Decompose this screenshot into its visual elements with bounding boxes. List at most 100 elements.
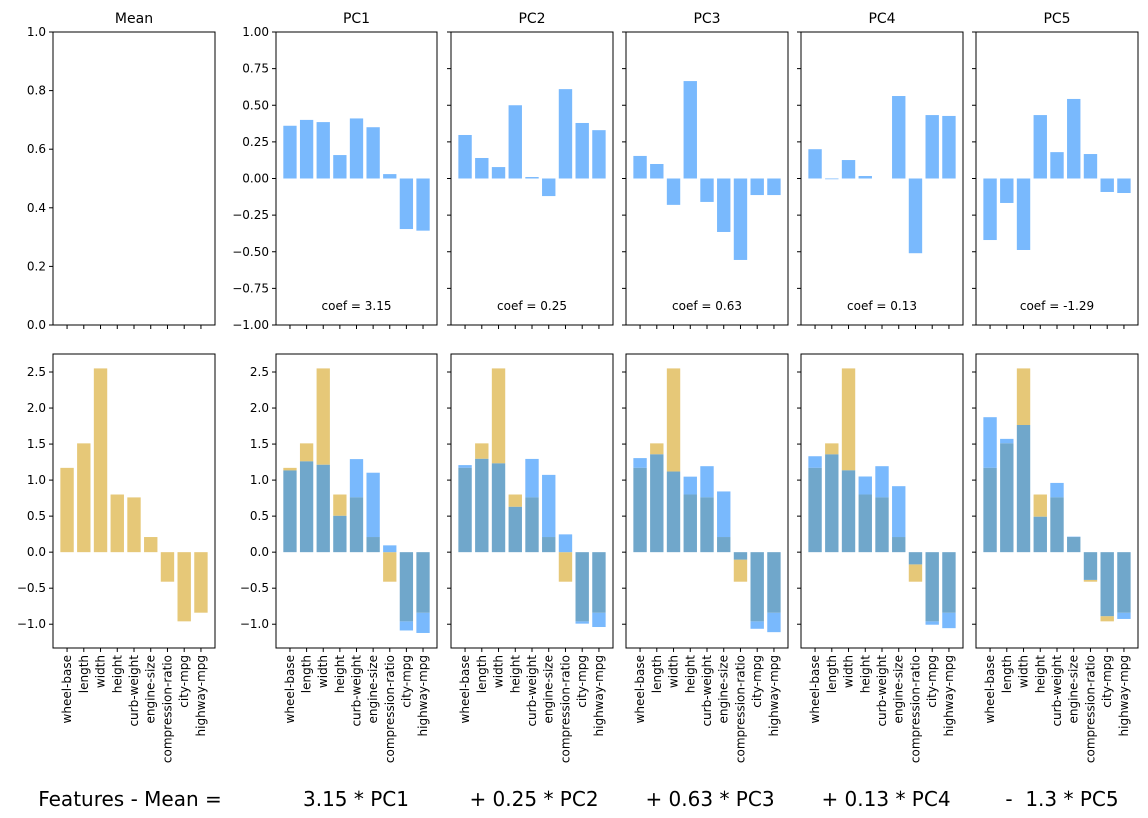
bottom-0-ytick-label: 2.0 [27,401,46,415]
reconstruction-bar-engine-size [717,491,731,538]
overlap-bar-compression-ratio [733,552,748,560]
bottom-1-ytick-label: −1.0 [240,617,269,631]
coef-label: coef = 0.25 [497,299,567,313]
coef-label: coef = 0.63 [672,299,742,313]
reconstruction-bar-compression-ratio [558,534,573,553]
xtick-label-city-mpg: city-mpg [575,655,589,708]
pc1-ytick-label: −0.25 [232,208,269,222]
xtick-label-width: width [667,655,681,688]
pc1-ytick-label: 1.00 [242,25,269,39]
bottom-0-ytick-label: 2.5 [27,365,46,379]
xtick-label-compression-ratio: compression-ratio [733,655,747,763]
reconstruction-bar-curb-weight [349,459,364,498]
mean-ytick-label: 0.6 [27,142,46,156]
mean-ytick-label: 0.4 [27,201,46,215]
equation-term-4: + 0.13 * PC4 [821,787,950,811]
overlap-bar-city-mpg [575,552,589,622]
xtick-label-width: width [492,655,506,688]
overlap-bar-engine-size [892,537,906,553]
feature-bar-width [1016,368,1031,425]
xtick-label-engine-size: engine-size [144,655,158,724]
top-panel-pc3: PC3 coef = 0.63 [622,11,789,329]
feature-bar-wheel-base [60,467,74,553]
feature-bar-height [333,494,347,516]
overlap-bar-wheel-base [458,467,472,553]
overlap-bar-city-mpg [399,552,414,622]
overlap-bar-curb-weight [1050,497,1064,553]
overlap-bar-highway-mpg [416,552,430,613]
overlap-bar-height [683,494,697,553]
feature-bar-length [650,443,664,455]
loading-bar-curb-weight [1050,152,1064,179]
overlap-bar-highway-mpg [1117,552,1131,613]
overlap-bar-height [858,494,872,553]
pc1-ytick-label: −0.75 [232,281,269,295]
loading-bar-compression-ratio [558,89,573,179]
coef-label: coef = 3.15 [322,299,392,313]
reconstruction-bar-highway-mpg [1117,612,1131,619]
loading-bar-height [683,81,697,179]
bottom-panel-2: wheel-base length width height curb-weight en… [447,353,614,763]
xtick-label-length: length [1000,655,1014,693]
xtick-label-height: height [1033,655,1047,694]
mean-ytick-label: 1.0 [27,25,46,39]
reconstruction-bar-curb-weight [525,458,539,498]
reconstruction-bar-engine-size [542,474,556,538]
xtick-label-curb-weight: curb-weight [525,655,539,727]
feature-bar-height [508,494,522,507]
coef-label: coef = 0.13 [847,299,917,313]
xtick-label-curb-weight: curb-weight [700,655,714,727]
loading-bar-highway-mpg [767,178,781,196]
loading-bar-length [650,163,664,179]
bottom-panel-4: wheel-base length width height curb-weight en… [797,353,964,763]
loading-bar-wheel-base [458,134,472,179]
overlap-bar-wheel-base [633,467,647,553]
xtick-label-height: height [858,655,872,694]
feature-bar-curb-weight [127,497,141,553]
equation-term-3: + 0.63 * PC3 [645,787,774,811]
overlap-bar-length [650,454,664,553]
feature-bar-compression-ratio [160,552,175,582]
xtick-label-highway-mpg: highway-mpg [194,655,208,736]
bottom-1-ytick-label: 2.5 [250,365,269,379]
xtick-label-highway-mpg: highway-mpg [767,655,781,736]
xtick-label-curb-weight: curb-weight [127,655,141,727]
bottom-1-ytick-label: 2.0 [250,401,269,415]
xtick-label-compression-ratio: compression-ratio [558,655,572,763]
reconstruction-bar-engine-size [366,472,380,538]
feature-bar-highway-mpg [194,552,208,613]
overlap-bar-length [299,461,314,553]
xtick-label-height: height [333,655,347,694]
feature-bar-engine-size [144,537,158,553]
xtick-label-compression-ratio: compression-ratio [383,655,397,763]
reconstruction-bar-city-mpg [925,621,939,625]
loading-bar-width [1016,178,1031,250]
overlap-bar-curb-weight [875,497,889,553]
top-panel-pc2: PC2 coef = 0.25 [447,11,614,329]
reconstruction-bar-wheel-base [808,456,822,468]
panel-title: PC1 [343,11,370,27]
overlap-bar-wheel-base [808,467,822,553]
overlap-bar-highway-mpg [942,552,956,613]
feature-bar-length [77,443,91,553]
feature-bar-width [841,368,856,471]
xtick-label-length: length [475,655,489,693]
reconstruction-bar-curb-weight [875,466,889,498]
bottom-panel-3: wheel-base length width height curb-weight en… [622,353,789,763]
loading-bar-wheel-base [983,178,997,241]
xtick-label-compression-ratio: compression-ratio [908,655,922,763]
xtick-label-length: length [77,655,91,693]
overlap-bar-wheel-base [283,470,297,553]
xtick-label-wheel-base: wheel-base [60,655,74,723]
bottom-0-ytick-label: 1.0 [27,473,46,487]
xtick-label-city-mpg: city-mpg [1100,655,1114,708]
xtick-label-city-mpg: city-mpg [925,655,939,708]
overlap-bar-city-mpg [925,552,939,622]
loading-bar-highway-mpg [1117,178,1131,194]
xtick-label-highway-mpg: highway-mpg [416,655,430,736]
reconstruction-bar-city-mpg [399,621,414,631]
loading-bar-engine-size [892,96,906,179]
loading-bar-curb-weight [525,177,539,179]
coef-label: coef = -1.29 [1020,299,1094,313]
